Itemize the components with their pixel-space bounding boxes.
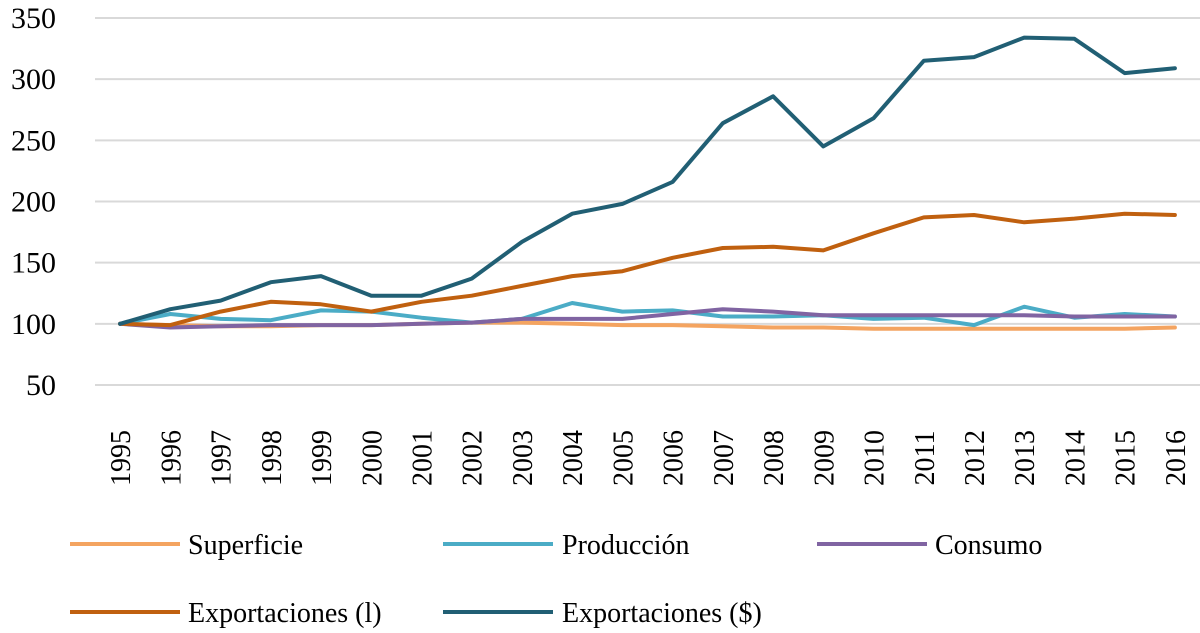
x-tick-label: 2001 [407,430,438,486]
legend-item-exportaciones-usd[interactable]: Exportaciones ($) [443,598,762,629]
y-tick-label: 300 [11,63,56,96]
legend-label-exportaciones-l: Exportaciones (l) [188,598,382,629]
x-tick-label: 2008 [759,430,790,486]
x-tick-label: 2004 [558,430,589,486]
y-tick-label: 50 [26,369,56,402]
legend-item-produccion[interactable]: Producción [443,530,690,561]
x-tick-label: 2007 [709,430,740,486]
legend-label-consumo: Consumo [935,530,1042,561]
y-tick-label: 100 [11,308,56,341]
x-tick-label: 2014 [1060,430,1091,486]
x-tick-label: 2011 [910,431,941,486]
x-tick-label: 1998 [257,430,288,486]
y-axis-ticks: 350 300 250 200 150 100 50 [11,2,56,402]
x-tick-label: 2012 [960,430,991,486]
x-tick-label: 2010 [860,430,891,486]
y-tick-label: 150 [11,247,56,280]
x-tick-label: 2003 [508,430,539,486]
legend-label-produccion: Producción [562,530,690,561]
x-tick-label: 2002 [458,430,489,486]
series-line-exportaciones-usd [118,35,1177,326]
x-tick-label: 2013 [1010,430,1041,486]
x-axis-ticks: 1995 1996 1997 1998 1999 2000 2001 2002 2003 2004… [106,430,1192,486]
x-tick-label: 2015 [1111,430,1142,486]
y-tick-label: 200 [11,186,56,219]
y-tick-label: 250 [11,124,56,157]
legend-item-consumo[interactable]: Consumo [817,530,1042,561]
series-line-consumo [118,307,1177,330]
x-tick-label: 1996 [156,430,187,486]
legend-item-exportaciones-l[interactable]: Exportaciones (l) [70,598,382,629]
x-tick-label: 1997 [207,430,238,486]
series-line-exportaciones-l [118,211,1177,328]
legend-item-superficie[interactable]: Superficie [70,530,303,561]
legend-label-superficie: Superficie [188,530,303,561]
x-tick-label: 2005 [608,430,639,486]
legend: Superficie Producción Consumo Exportacio… [70,530,1042,629]
series-lines [118,35,1177,331]
x-tick-label: 2000 [357,430,388,486]
y-tick-label: 350 [11,2,56,35]
x-tick-label: 2006 [659,430,690,486]
x-tick-label: 2009 [809,430,840,486]
legend-label-exportaciones-usd: Exportaciones ($) [562,598,762,629]
x-tick-label: 1995 [106,430,137,486]
x-tick-label: 1999 [307,430,338,486]
x-tick-label: 2016 [1161,430,1192,486]
